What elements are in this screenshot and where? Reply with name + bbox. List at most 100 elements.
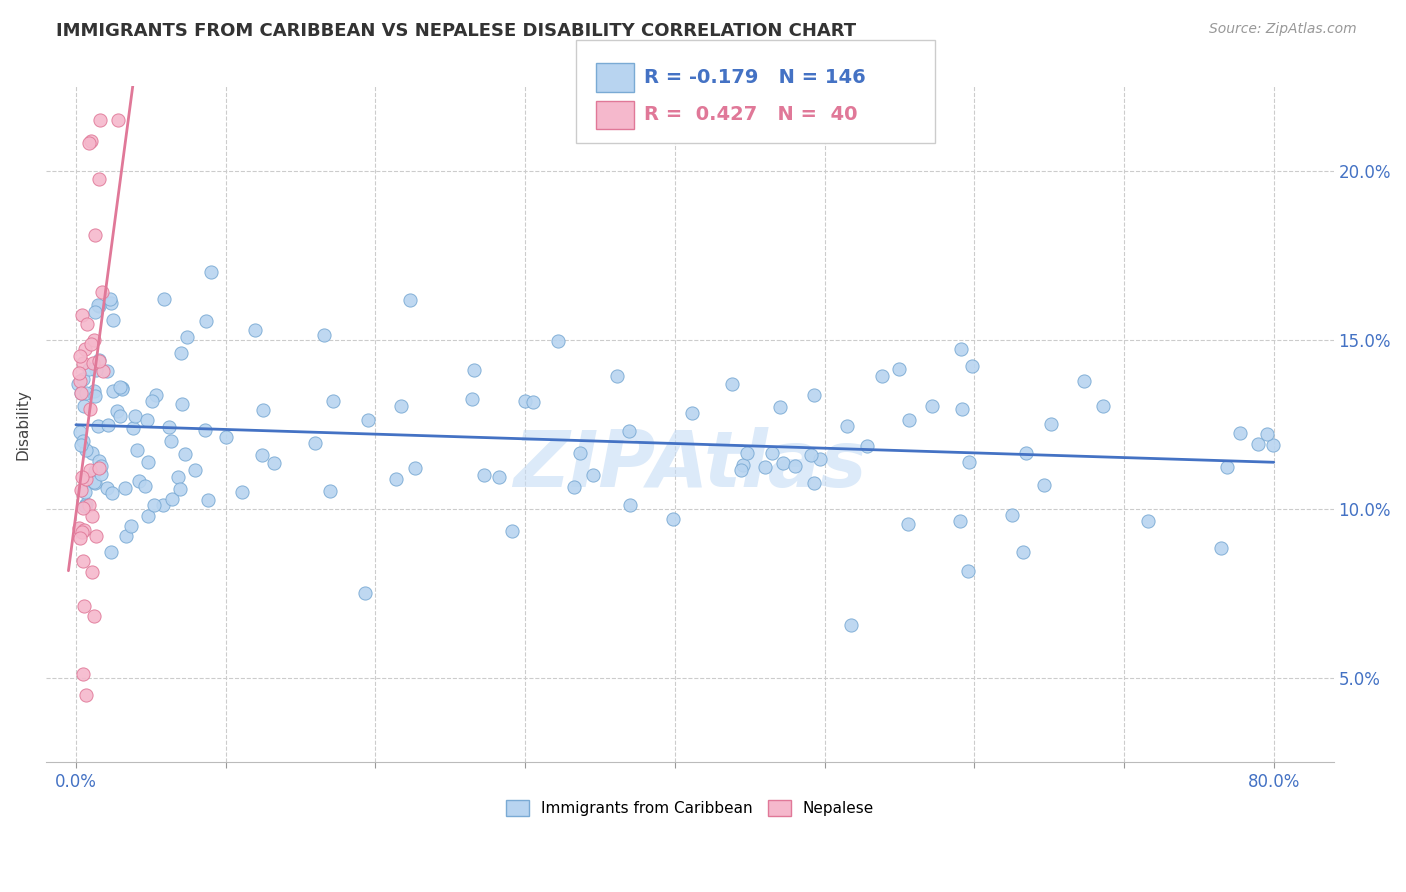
- Point: [72, 500, 94, 515]
- Point: [87, 460, 110, 475]
- Text: Source: ZipAtlas.com: Source: ZipAtlas.com: [1209, 22, 1357, 37]
- Point: [75, 496, 97, 510]
- Point: [721, 377, 744, 392]
- Point: [105, 403, 128, 417]
- Point: [389, 399, 412, 413]
- Point: [134, 479, 156, 493]
- Point: [681, 406, 703, 420]
- Point: [159, 419, 181, 434]
- Point: [214, 430, 236, 444]
- Point: [84, 227, 107, 242]
- Point: [83, 609, 105, 624]
- Point: [1015, 445, 1038, 459]
- Point: [385, 472, 408, 486]
- Point: [76, 317, 98, 331]
- Point: [160, 492, 183, 507]
- Point: [101, 384, 124, 399]
- Point: [856, 439, 879, 453]
- Point: [1261, 438, 1284, 452]
- Point: [77, 362, 100, 376]
- Point: [72, 434, 94, 448]
- Point: [87, 352, 110, 367]
- Point: [152, 292, 174, 306]
- Point: [1247, 437, 1270, 451]
- Point: [111, 381, 134, 395]
- Point: [73, 399, 96, 413]
- Point: [87, 453, 110, 467]
- Point: [89, 300, 111, 314]
- Point: [110, 409, 132, 424]
- Point: [80, 134, 103, 148]
- Point: [120, 519, 142, 533]
- Point: [193, 423, 215, 437]
- Point: [1039, 417, 1062, 431]
- Point: [87, 298, 110, 312]
- Point: [1216, 460, 1239, 475]
- Point: [562, 480, 585, 494]
- Point: [97, 417, 120, 432]
- Point: [522, 394, 544, 409]
- Point: [83, 475, 105, 489]
- Point: [322, 393, 344, 408]
- Point: [138, 509, 160, 524]
- Point: [950, 343, 973, 357]
- Point: [897, 517, 920, 532]
- Point: [173, 447, 195, 461]
- Point: [96, 481, 118, 495]
- Point: [100, 545, 122, 559]
- Point: [803, 475, 825, 490]
- Point: [96, 364, 118, 378]
- Point: [176, 330, 198, 344]
- Point: [82, 508, 104, 523]
- Point: [84, 464, 107, 478]
- Point: [197, 493, 219, 508]
- Point: [87, 172, 110, 186]
- Point: [83, 476, 105, 491]
- Point: [111, 383, 134, 397]
- Point: [785, 458, 807, 473]
- Point: [1229, 426, 1251, 441]
- Point: [87, 418, 110, 433]
- Point: [808, 451, 831, 466]
- Point: [159, 434, 181, 448]
- Point: [959, 455, 981, 469]
- Point: [141, 394, 163, 409]
- Point: [114, 481, 136, 495]
- Point: [125, 442, 148, 457]
- Point: [69, 375, 91, 389]
- Point: [754, 459, 776, 474]
- Point: [169, 482, 191, 496]
- Point: [957, 564, 980, 578]
- Point: [69, 425, 91, 439]
- Point: [82, 446, 104, 460]
- Point: [115, 529, 138, 543]
- Point: [398, 293, 420, 307]
- Point: [70, 470, 93, 484]
- Point: [252, 402, 274, 417]
- Point: [79, 463, 101, 477]
- Point: [101, 313, 124, 327]
- Point: [184, 463, 207, 477]
- Point: [304, 435, 326, 450]
- Point: [737, 445, 759, 459]
- Point: [70, 524, 93, 539]
- Point: [617, 424, 640, 438]
- Point: [145, 388, 167, 402]
- Point: [950, 402, 973, 417]
- Point: [733, 458, 755, 472]
- Point: [79, 401, 101, 416]
- Point: [136, 455, 159, 469]
- Point: [152, 498, 174, 512]
- Point: [243, 323, 266, 337]
- Point: [1209, 541, 1232, 555]
- Point: [513, 393, 536, 408]
- Point: [108, 380, 131, 394]
- Point: [167, 470, 190, 484]
- Point: [761, 446, 783, 460]
- Point: [870, 369, 893, 384]
- Point: [73, 485, 96, 500]
- Point: [90, 458, 112, 473]
- Point: [488, 470, 510, 484]
- Point: [84, 529, 107, 543]
- Point: [474, 467, 496, 482]
